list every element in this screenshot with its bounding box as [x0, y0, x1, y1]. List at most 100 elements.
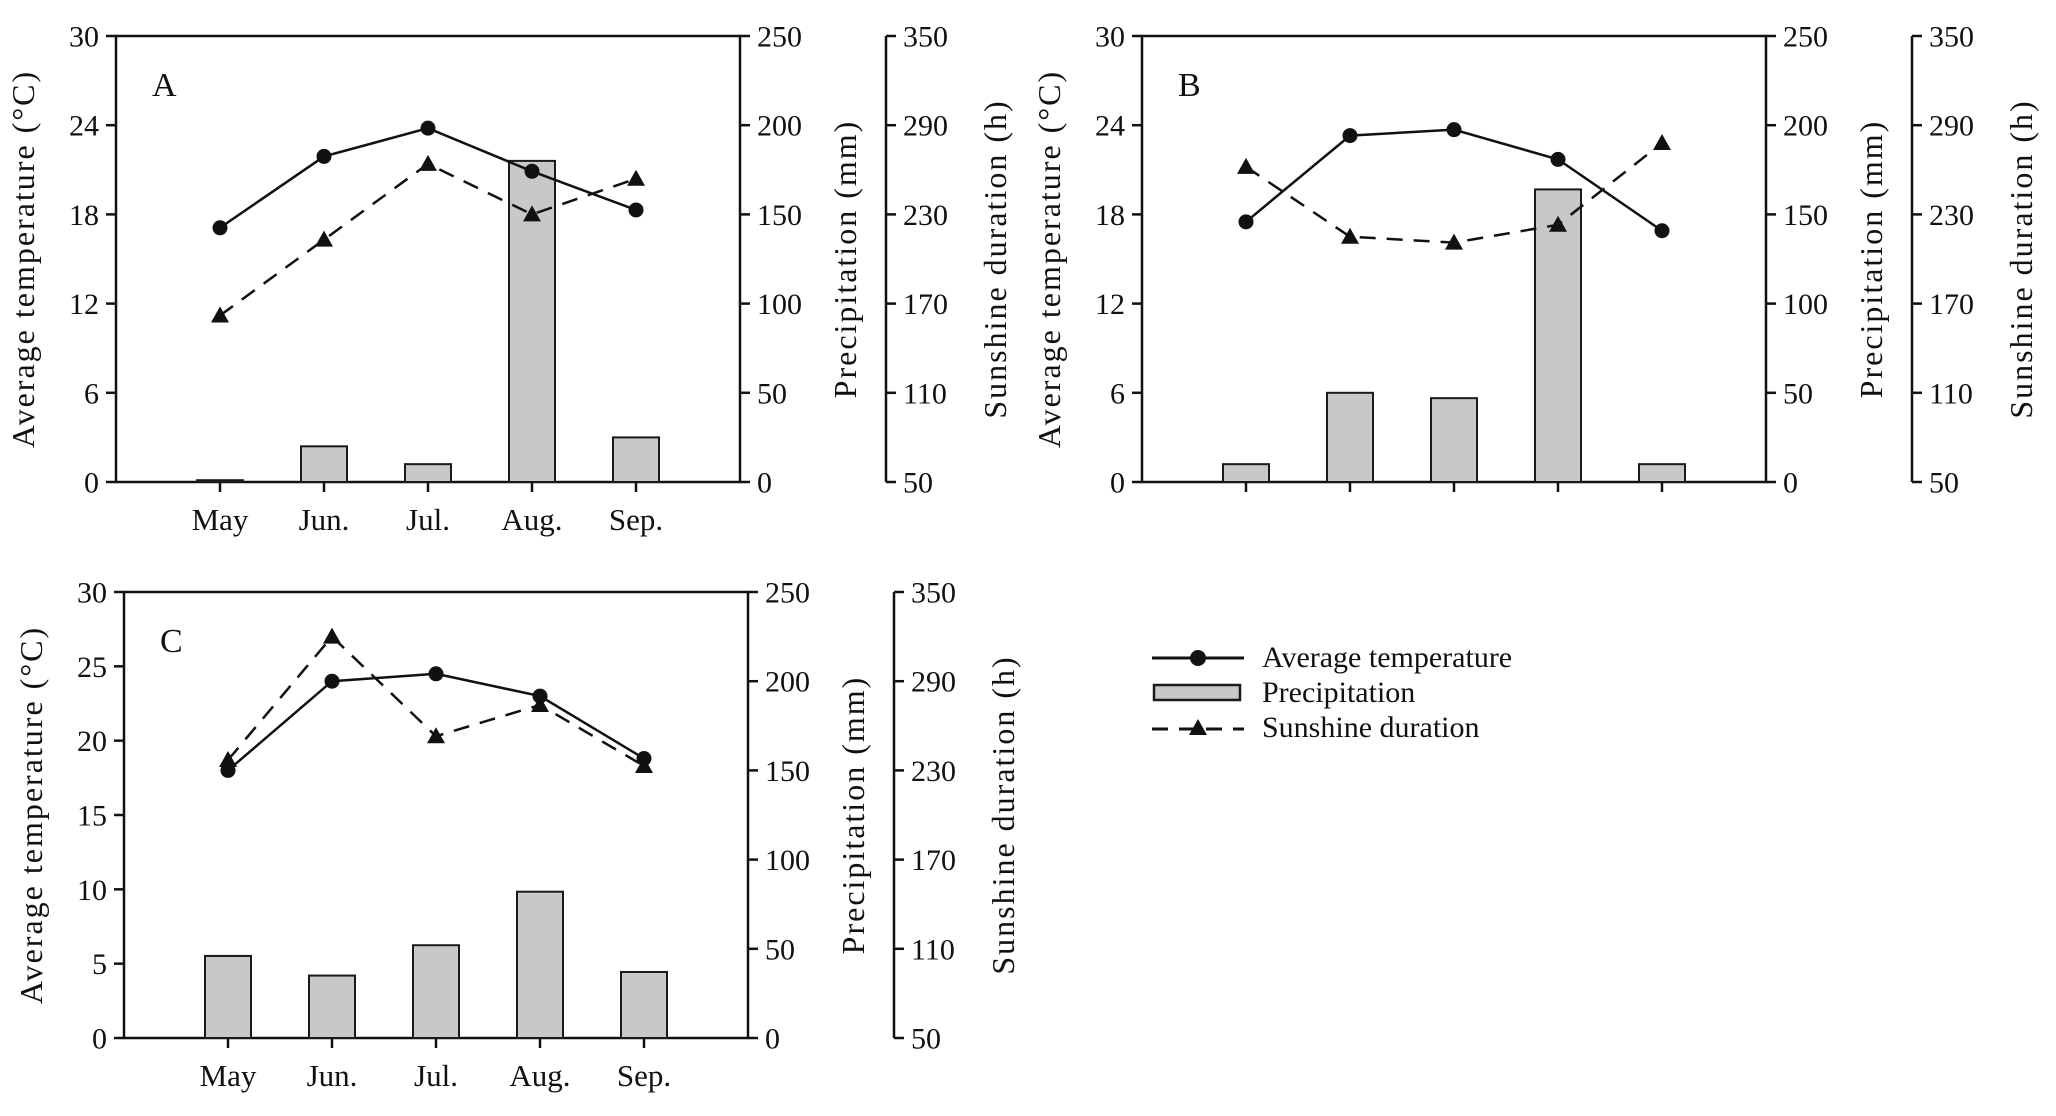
temperature-point [1342, 128, 1358, 144]
sunshine-point [427, 727, 445, 744]
temperature-axis-title: Average temperature (°C) [1031, 70, 1067, 448]
precipitation-bar [1534, 188, 1582, 483]
month-axis: May Jun. Jul. Aug. Sep. [200, 1038, 671, 1093]
precipitation-bar [204, 954, 252, 1040]
temperature-axis-title: Average temperature (°C) [13, 626, 49, 1004]
temperature-point [316, 148, 332, 164]
precipitation-bar [308, 974, 356, 1039]
precipitation-tick-label: 50 [757, 377, 787, 410]
temperature-point [1238, 214, 1254, 230]
precipitation-axis-title: Precipitation (mm) [1853, 120, 1889, 399]
sunshine-tick-label: 110 [911, 933, 955, 966]
precipitation-bar [1638, 463, 1686, 484]
precipitation-axis: 0 50 100 150 200 250 Precipitation (mm) [740, 21, 863, 500]
sunshine-tick-label: 170 [903, 288, 948, 321]
precipitation-tick-label: 0 [765, 1023, 780, 1056]
temperature-point [1550, 151, 1566, 167]
temperature-tick-label: 30 [69, 21, 99, 54]
sunshine-line [219, 627, 653, 773]
temperature-tick-label: 18 [1095, 199, 1125, 232]
sunshine-tick-label: 50 [1929, 467, 1959, 500]
sunshine-tick-label: 170 [911, 844, 956, 877]
legend-item-precipitation: Precipitation [1150, 675, 1512, 709]
precipitation-bar [516, 890, 564, 1039]
temperature-tick-label: 0 [84, 467, 99, 500]
precipitation-tick-label: 0 [757, 467, 772, 500]
precipitation-tick-label: 250 [765, 577, 810, 610]
month-label: Jun. [299, 502, 350, 537]
temperature-tick-label: 6 [84, 377, 99, 410]
temperature-tick-label: 20 [77, 725, 107, 758]
precipitation-tick-label: 150 [1783, 199, 1828, 232]
panel-c-chart: 0 5 10 15 20 25 30 Average temperature (°C) May J… [13, 577, 1021, 1094]
precipitation-tick-label: 250 [1783, 21, 1828, 54]
temperature-tick-label: 0 [92, 1023, 107, 1056]
precipitation-tick-label: 50 [765, 933, 795, 966]
legend: Average temperature Precipitation Sunshi… [1150, 640, 1513, 744]
temperature-tick-label: 12 [1095, 288, 1125, 321]
sunshine-tick-label: 50 [903, 467, 933, 500]
month-label: Jun. [307, 1058, 358, 1093]
legend-label-precipitation: Precipitation [1262, 675, 1416, 709]
legend-label-sunshine-duration: Sunshine duration [1262, 710, 1480, 744]
sunshine-point [219, 750, 237, 767]
sunshine-tick-label: 230 [1929, 199, 1974, 232]
month-label: Jul. [406, 502, 450, 537]
precipitation-tick-label: 250 [757, 21, 802, 54]
precipitation-axis-title: Precipitation (mm) [835, 676, 871, 955]
temperature-tick-label: 10 [77, 874, 107, 907]
temperature-line [1238, 122, 1670, 239]
temperature-tick-label: 5 [92, 948, 107, 981]
temperature-tick-label: 18 [69, 199, 99, 232]
temperature-tick-label: 24 [1095, 110, 1125, 143]
temperature-line-icon [1152, 649, 1244, 666]
temperature-axis-title: Average temperature (°C) [5, 70, 41, 448]
sunshine-point [1445, 233, 1463, 250]
month-axis: May Jun. Jul. Aug. Sep. [192, 482, 663, 537]
temperature-tick-label: 12 [69, 288, 99, 321]
temperature-point [420, 120, 436, 136]
panel-letter: B [1178, 67, 1201, 104]
precipitation-bar [404, 463, 452, 484]
sunshine-tick-label: 230 [903, 199, 948, 232]
temperature-tick-label: 6 [1110, 377, 1125, 410]
precipitation-bars [1222, 188, 1686, 484]
precipitation-axis: 0 50 100 150 200 250 Precipitation (mm) [748, 577, 871, 1056]
precipitation-bar [412, 944, 460, 1039]
temperature-line [212, 120, 644, 236]
temperature-point [428, 666, 444, 682]
month-label: May [192, 502, 249, 537]
panel-letter: C [160, 623, 183, 660]
precipitation-bars [196, 159, 660, 484]
temperature-point [212, 220, 228, 236]
precipitation-bar [612, 436, 660, 483]
month-label: Jul. [414, 1058, 458, 1093]
sunshine-tick-label: 110 [1929, 377, 1973, 410]
panel-a-chart: 0 6 12 18 24 30 Average temperature (°C) May Jun… [5, 21, 1013, 538]
sunshine-point [1237, 157, 1255, 174]
sunshine-tick-label: 50 [911, 1023, 941, 1056]
sunshine-tick-label: 290 [903, 110, 948, 143]
precipitation-tick-label: 100 [757, 288, 802, 321]
temperature-tick-label: 0 [1110, 467, 1125, 500]
precipitation-tick-label: 150 [757, 199, 802, 232]
precipitation-tick-label: 150 [765, 755, 810, 788]
precipitation-axis: 0 50 100 150 200 250 Precipitation (mm) [1766, 21, 1889, 500]
temperature-tick-label: 25 [77, 651, 107, 684]
precipitation-bar [1430, 397, 1478, 484]
panel-letter: A [152, 67, 177, 104]
temperature-point [324, 673, 340, 689]
month-label: Sep. [617, 1058, 671, 1093]
precipitation-tick-label: 200 [757, 110, 802, 143]
precipitation-axis-title: Precipitation (mm) [827, 120, 863, 399]
legend-label-average-temperature: Average temperature [1262, 640, 1513, 674]
precipitation-bar [1222, 463, 1270, 484]
month-axis [1244, 482, 1664, 492]
temperature-axis: 0 6 12 18 24 30 Average temperature (°C) [5, 21, 116, 500]
sunshine-line-icon [1152, 718, 1244, 735]
temperature-tick-label: 30 [77, 577, 107, 610]
temperature-tick-label: 15 [77, 800, 107, 833]
precipitation-tick-label: 200 [1783, 110, 1828, 143]
precipitation-bar [196, 479, 244, 484]
sunshine-tick-label: 290 [911, 666, 956, 699]
